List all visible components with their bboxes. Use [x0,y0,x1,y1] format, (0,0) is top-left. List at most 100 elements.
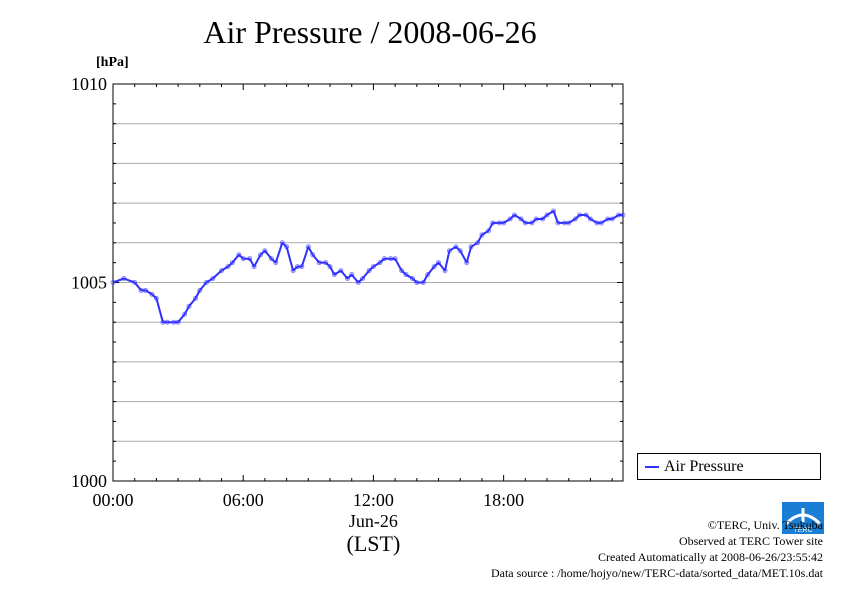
data-point [355,280,361,285]
data-point [529,220,535,226]
data-point [468,244,474,250]
data-point [203,280,209,285]
data-point [540,216,546,222]
data-point [453,244,459,250]
y-tick-label: 1010 [71,74,107,94]
data-point [370,264,376,270]
data-point [149,291,155,297]
data-point [485,228,491,234]
data-point [583,212,589,218]
grid-lines [113,123,623,442]
data-point [360,276,366,282]
legend: Air Pressure [637,453,821,480]
x-date-label: Jun-26 [349,511,398,531]
data-point [566,220,572,226]
data-point [305,244,311,250]
data-point [299,264,305,270]
logo-text: TERC [793,527,812,534]
credit-source: Data source : /home/hojyo/new/TERC-data/… [490,566,823,580]
data-point [609,216,615,222]
data-point [446,248,452,254]
data-point [464,260,470,266]
data-point [338,268,344,274]
credit-created: Created Automatically at 2008-06-26/23:5… [598,550,823,564]
data-point [316,260,322,266]
data-point [442,268,448,274]
data-point [436,260,442,266]
data-point [479,232,485,238]
x-timezone-label: (LST) [347,531,401,556]
data-point [182,311,188,317]
data-point [511,212,517,218]
legend-label: Air Pressure [664,458,744,475]
data-point [349,272,355,278]
x-tick-label: 06:00 [223,490,264,510]
data-point [153,295,159,301]
data-point [399,268,405,274]
y-tick-label: 1005 [71,273,107,293]
data-point [121,276,127,282]
data-point [186,303,192,309]
data-point [143,287,149,293]
data-point [268,256,274,262]
data-point [236,252,242,258]
data-point [490,220,496,226]
legend-swatch [645,466,659,468]
terc-logo: TERC [782,502,824,534]
data-point [518,216,524,222]
data-point [403,272,409,278]
data-point [273,260,279,266]
data-point [327,264,333,270]
data-point [501,220,507,226]
data-point [572,216,578,222]
data-point [507,216,513,222]
series-air-pressure [110,208,626,325]
data-point [414,280,420,285]
data-point [475,240,481,246]
y-axis-unit-label: [hPa] [96,55,129,70]
credits-block: ©TERC, Univ. Tsukuba Observed at TERC To… [491,517,823,581]
data-point [587,216,593,222]
data-point [229,260,235,266]
data-point [420,280,426,285]
axis-ticks [112,83,623,482]
data-point [210,276,216,282]
data-point [175,319,181,325]
data-point [366,268,372,274]
data-point [132,280,138,285]
data-point [247,256,253,262]
data-point [522,220,528,226]
data-point [555,220,561,226]
credit-copyright: ©TERC, Univ. Tsukuba [707,518,823,532]
data-point [110,280,116,285]
data-point [258,252,264,258]
data-point [240,256,246,262]
data-point [457,248,463,254]
data-point [197,287,203,293]
data-point [323,260,329,266]
data-point [164,319,170,325]
x-tick-label: 18:00 [483,490,524,510]
data-point [381,256,387,262]
data-point [533,216,539,222]
data-point [225,264,231,270]
data-point [251,264,257,270]
credit-site: Observed at TERC Tower site [678,534,823,548]
data-point [262,248,268,254]
data-point [577,212,583,218]
data-point [219,268,225,274]
data-point [310,252,316,258]
chart-title: Air Pressure / 2008-06-26 [203,14,537,50]
data-point [620,212,626,218]
data-point [377,260,383,266]
data-point [544,212,550,218]
data-point [392,256,398,262]
data-point [331,272,337,278]
data-point [290,268,296,274]
data-point [284,244,290,250]
data-point [409,276,415,282]
data-point [598,220,604,226]
series-line [112,210,623,324]
data-point [425,272,431,278]
